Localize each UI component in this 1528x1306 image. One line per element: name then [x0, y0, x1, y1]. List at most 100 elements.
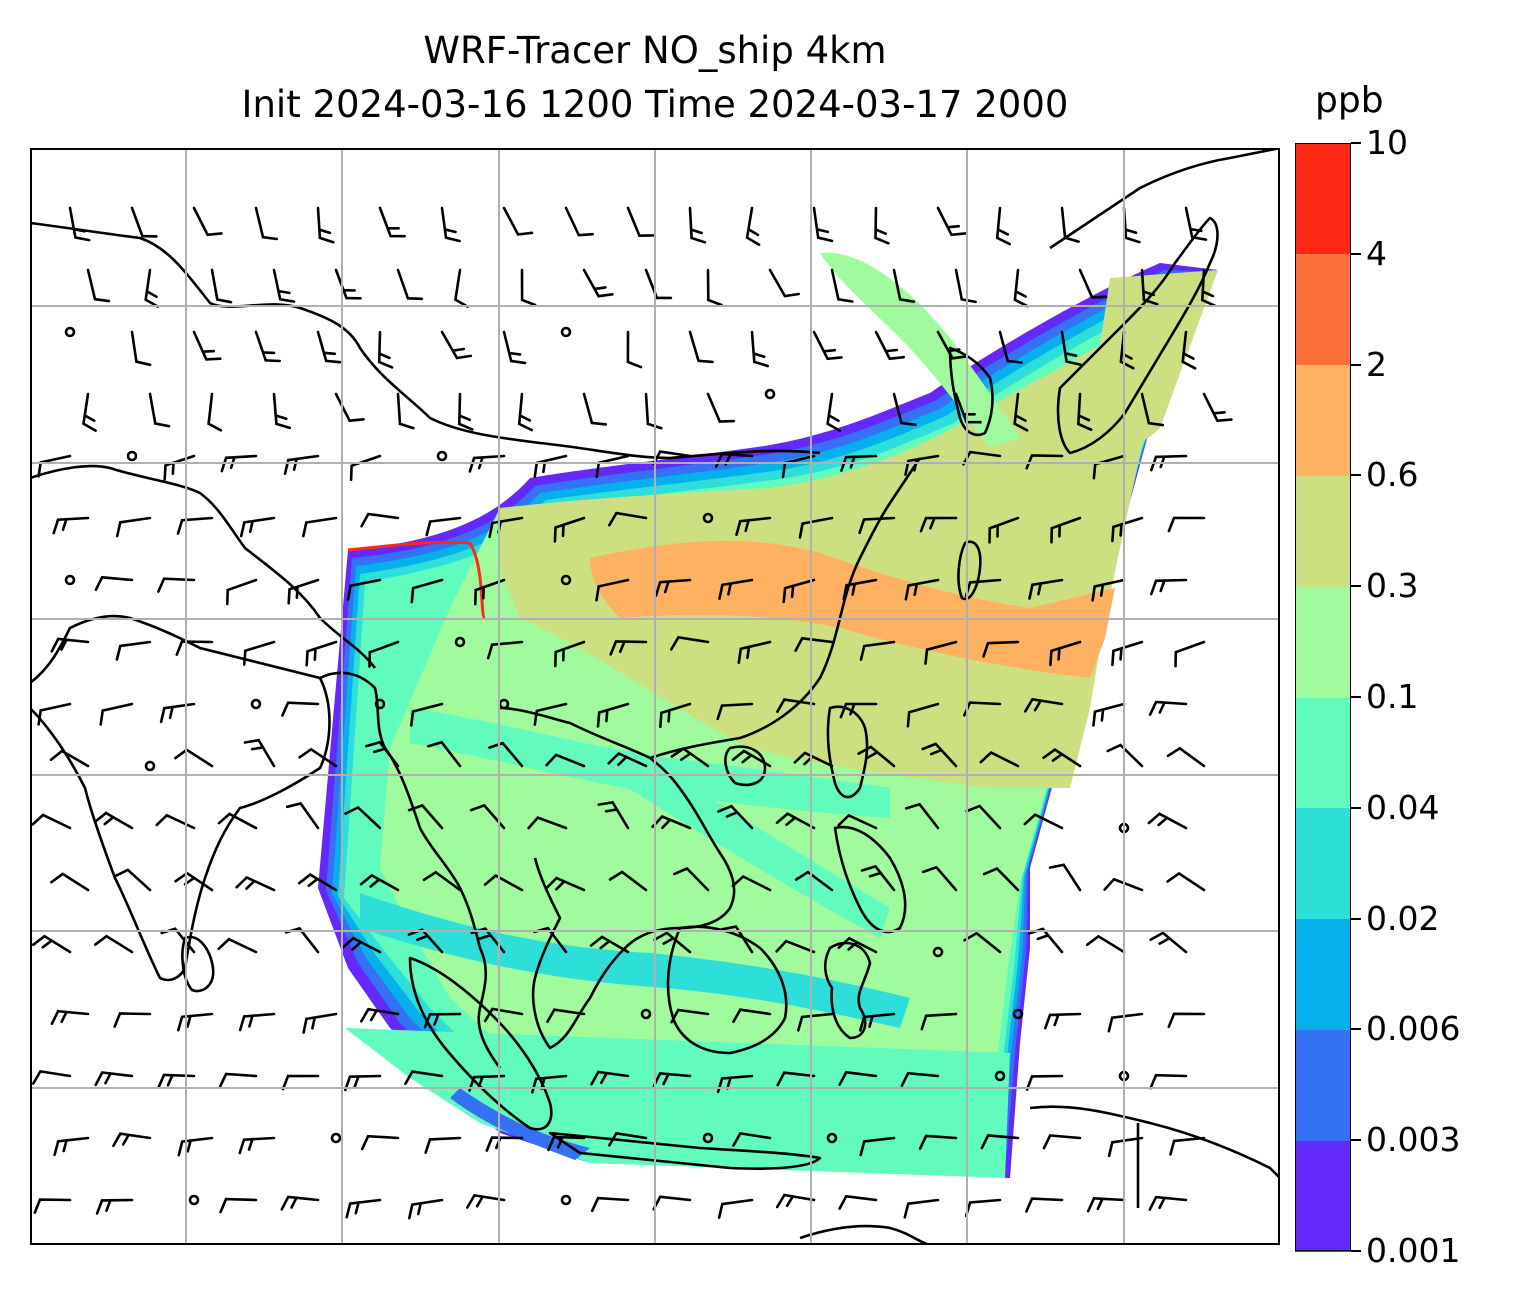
wind-barb	[52, 516, 90, 535]
wind-barb	[731, 749, 772, 768]
wind-barb	[609, 640, 648, 656]
wind-barb	[112, 1132, 152, 1148]
wind-barb	[837, 813, 878, 830]
wind-barb	[99, 702, 134, 726]
calm-circle	[702, 512, 714, 524]
wind-barb	[837, 936, 878, 954]
colorbar-segment	[1295, 697, 1351, 809]
wind-barb	[410, 702, 444, 727]
coast-hainan	[724, 745, 767, 787]
wind-barb	[892, 268, 916, 303]
wind-barb	[1091, 578, 1126, 602]
wind-barb	[688, 206, 707, 244]
wind-barb	[1028, 927, 1064, 954]
coast-sumatra	[408, 956, 553, 1131]
wind-barb	[775, 1193, 816, 1209]
wind-barb	[1025, 1197, 1064, 1213]
wind-barb	[349, 454, 382, 482]
wind-barb	[965, 804, 1002, 830]
wind-barb	[564, 206, 594, 237]
wind-barb	[113, 1012, 152, 1028]
wind-barb	[775, 939, 816, 954]
colorbar-tick-mark	[1351, 917, 1361, 920]
colorbar-segment	[1295, 586, 1351, 698]
wind-barb	[281, 1074, 320, 1091]
wind-barb	[33, 1198, 72, 1214]
wind-barb	[37, 702, 72, 726]
wind-barb	[546, 1008, 586, 1024]
wind-barb	[93, 811, 134, 830]
wind-barb	[457, 392, 474, 431]
wind-barb	[155, 813, 196, 830]
wind-barb	[254, 206, 279, 241]
wind-barb	[483, 874, 524, 892]
wind-barb	[68, 206, 91, 242]
wind-barb	[1167, 1012, 1206, 1029]
wind-barb	[377, 330, 394, 369]
wind-barb	[305, 640, 338, 667]
wind-barb	[735, 516, 772, 536]
wind-barb	[466, 1193, 506, 1209]
wind-barb	[1150, 578, 1188, 596]
wind-barb	[924, 640, 958, 665]
wind-barb	[272, 268, 296, 303]
wind-barb	[285, 802, 320, 830]
wind-barb	[316, 330, 342, 364]
coast-south-china	[649, 457, 922, 760]
colorbar-tick-mark	[1351, 806, 1361, 809]
wind-barb	[453, 268, 469, 308]
wind-barb	[243, 738, 276, 768]
coast-sri-lanka	[181, 935, 215, 993]
title-line-2: Init 2024-03-16 1200 Time 2024-03-17 200…	[241, 83, 1069, 126]
wind-barb	[954, 268, 977, 304]
wind-barb	[192, 330, 222, 361]
wind-barb	[298, 747, 338, 768]
wind-barb	[1149, 1073, 1188, 1090]
wind-barb	[919, 516, 958, 533]
wind-barb	[652, 1195, 692, 1211]
colorbar-tick-label: 0.003	[1366, 1120, 1461, 1160]
wind-barb	[794, 636, 834, 652]
coast-russia	[1049, 148, 1280, 250]
wind-barb	[1111, 516, 1144, 543]
wind-barb	[590, 1070, 630, 1086]
wind-barb	[1147, 812, 1188, 830]
wind-barb	[302, 1012, 338, 1034]
wind-barb	[608, 870, 648, 892]
wind-barb	[812, 330, 843, 361]
coast-taiwan	[957, 540, 982, 601]
wind-barb	[94, 1071, 134, 1087]
wind-barb	[219, 1197, 258, 1214]
wind-barb	[157, 1073, 196, 1089]
wind-barb	[717, 1198, 754, 1219]
wind-barb	[963, 931, 1002, 954]
wind-barb	[360, 1134, 400, 1151]
colorbar-unit: ppb	[1315, 80, 1384, 121]
colorbar	[1295, 143, 1351, 1252]
map-panel[interactable]	[30, 148, 1280, 1245]
calm-circle	[374, 698, 386, 710]
colorbar-segment	[1295, 475, 1351, 587]
wind-barb	[1013, 268, 1029, 308]
wind-barb	[1202, 392, 1233, 423]
calm-circle	[64, 326, 76, 338]
wind-barb	[474, 578, 506, 606]
coast-korea	[948, 346, 994, 437]
wind-barb	[1107, 1012, 1144, 1033]
calm-circle	[640, 1008, 652, 1020]
coast-japan	[1056, 216, 1219, 455]
wind-barb	[533, 702, 568, 726]
wind-barb	[608, 511, 648, 527]
calm-circle	[560, 1194, 572, 1206]
colorbar-segment	[1295, 918, 1351, 1030]
wind-barb	[1086, 934, 1126, 954]
wind-barb	[1042, 748, 1082, 768]
wind-barb	[582, 392, 608, 426]
wind-barb	[782, 578, 816, 604]
map-svg[interactable]	[30, 148, 1280, 1245]
wind-barb	[297, 873, 338, 892]
colorbar-tick-mark	[1351, 363, 1361, 366]
wind-barb	[874, 206, 890, 245]
wind-barb	[217, 812, 258, 830]
wind-barb	[302, 516, 338, 538]
